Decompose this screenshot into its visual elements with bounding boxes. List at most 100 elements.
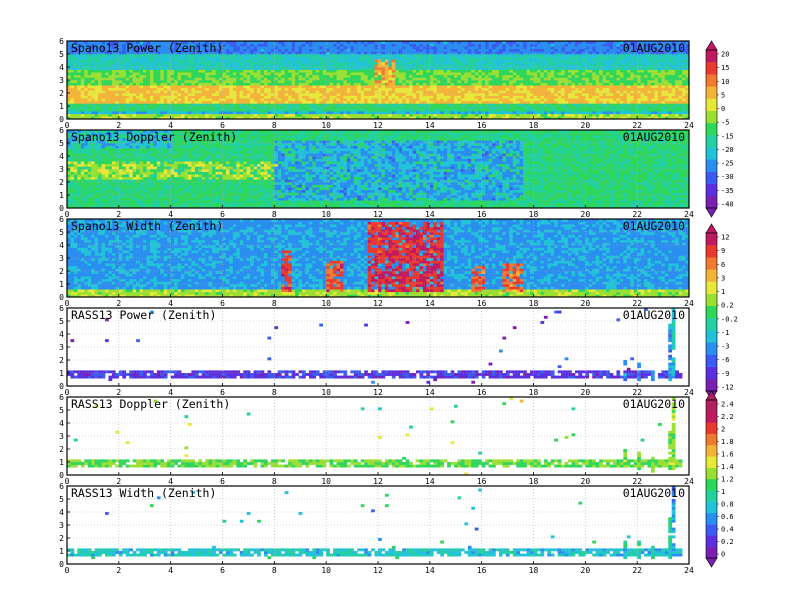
heatmap-cell xyxy=(243,111,247,114)
heatmap-cell xyxy=(606,96,610,99)
heatmap-cell xyxy=(337,88,341,91)
heatmap-cell xyxy=(267,44,271,47)
heatmap-cell xyxy=(288,80,292,83)
heatmap-cell xyxy=(589,49,593,52)
heatmap-cell xyxy=(568,67,572,70)
heatmap-cell xyxy=(547,75,551,78)
heatmap-cell xyxy=(468,49,472,52)
heatmap-cell xyxy=(603,106,607,109)
heatmap-cell xyxy=(606,67,610,70)
heatmap-cell xyxy=(205,109,209,112)
heatmap-cell xyxy=(319,106,323,109)
heatmap-cell xyxy=(74,88,78,91)
heatmap-cell xyxy=(233,75,237,78)
heatmap-cell xyxy=(385,114,389,117)
heatmap-cell xyxy=(364,54,368,57)
heatmap-cell xyxy=(333,75,337,78)
heatmap-cell xyxy=(340,70,344,73)
heatmap-cell xyxy=(150,114,154,117)
heatmap-cell xyxy=(616,93,620,96)
heatmap-cell xyxy=(627,109,631,112)
heatmap-cell xyxy=(150,62,154,65)
heatmap-cell xyxy=(565,111,569,114)
heatmap-cell xyxy=(274,72,278,75)
heatmap-cell xyxy=(440,106,444,109)
heatmap-cell xyxy=(205,88,209,91)
heatmap-cell xyxy=(108,93,112,96)
heatmap-cell xyxy=(409,109,413,112)
heatmap-cell xyxy=(430,111,434,114)
heatmap-cell xyxy=(312,49,316,52)
heatmap-cell xyxy=(406,70,410,73)
heatmap-cell xyxy=(305,72,309,75)
heatmap-cell xyxy=(309,83,313,86)
heatmap-cell xyxy=(589,75,593,78)
heatmap-cell xyxy=(520,70,524,73)
heatmap-cell xyxy=(385,70,389,73)
heatmap-cell xyxy=(485,93,489,96)
heatmap-cell xyxy=(354,106,358,109)
heatmap-cell xyxy=(316,57,320,60)
heatmap-cell xyxy=(305,62,309,65)
heatmap-cell xyxy=(523,101,527,104)
heatmap-cell xyxy=(368,57,372,60)
heatmap-cell xyxy=(637,62,641,65)
heatmap-cell xyxy=(326,49,330,52)
heatmap-cell xyxy=(198,72,202,75)
heatmap-cell xyxy=(565,62,569,65)
heatmap-cell xyxy=(140,70,144,73)
heatmap-cell xyxy=(305,54,309,57)
heatmap-cell xyxy=(620,111,624,114)
heatmap-cell xyxy=(492,67,496,70)
heatmap-cell xyxy=(102,59,106,62)
heatmap-cell xyxy=(499,101,503,104)
heatmap-cell xyxy=(150,101,154,104)
heatmap-cell xyxy=(361,109,365,112)
heatmap-cell xyxy=(357,70,361,73)
heatmap-cell xyxy=(126,62,130,65)
heatmap-cell xyxy=(350,54,354,57)
heatmap-cell xyxy=(119,59,123,62)
heatmap-cell xyxy=(299,54,303,57)
heatmap-cell xyxy=(181,75,185,78)
heatmap-cell xyxy=(285,75,289,78)
heatmap-cell xyxy=(565,75,569,78)
heatmap-cell xyxy=(247,98,251,101)
heatmap-cell xyxy=(527,44,531,47)
heatmap-cell xyxy=(444,111,448,114)
heatmap-cell xyxy=(447,54,451,57)
heatmap-cell xyxy=(378,98,382,101)
heatmap-cell xyxy=(578,101,582,104)
heatmap-cell xyxy=(540,77,544,80)
heatmap-cell xyxy=(350,98,354,101)
heatmap-cell xyxy=(133,83,137,86)
heatmap-cell xyxy=(596,93,600,96)
heatmap-cell xyxy=(164,101,168,104)
heatmap-cell xyxy=(146,96,150,99)
heatmap-cell xyxy=(233,114,237,117)
heatmap-cell xyxy=(143,75,147,78)
heatmap-cell xyxy=(188,88,192,91)
heatmap-cell xyxy=(302,62,306,65)
heatmap-cell xyxy=(316,44,320,47)
heatmap-cell xyxy=(589,44,593,47)
heatmap-cell xyxy=(423,44,427,47)
heatmap-cell xyxy=(146,98,150,101)
heatmap-cell xyxy=(565,70,569,73)
heatmap-cell xyxy=(274,62,278,65)
heatmap-cell xyxy=(423,96,427,99)
heatmap-cell xyxy=(122,62,126,65)
heatmap-cell xyxy=(409,80,413,83)
heatmap-cell xyxy=(361,88,365,91)
heatmap-cell xyxy=(102,80,106,83)
heatmap-cell xyxy=(430,72,434,75)
heatmap-cell xyxy=(596,109,600,112)
heatmap-cell xyxy=(129,59,133,62)
heatmap-cell xyxy=(554,72,558,75)
heatmap-cell xyxy=(340,59,344,62)
heatmap-cell xyxy=(561,109,565,112)
heatmap-cell xyxy=(243,44,247,47)
heatmap-cell xyxy=(312,96,316,99)
heatmap-cell xyxy=(534,93,538,96)
heatmap-cell xyxy=(361,54,365,57)
